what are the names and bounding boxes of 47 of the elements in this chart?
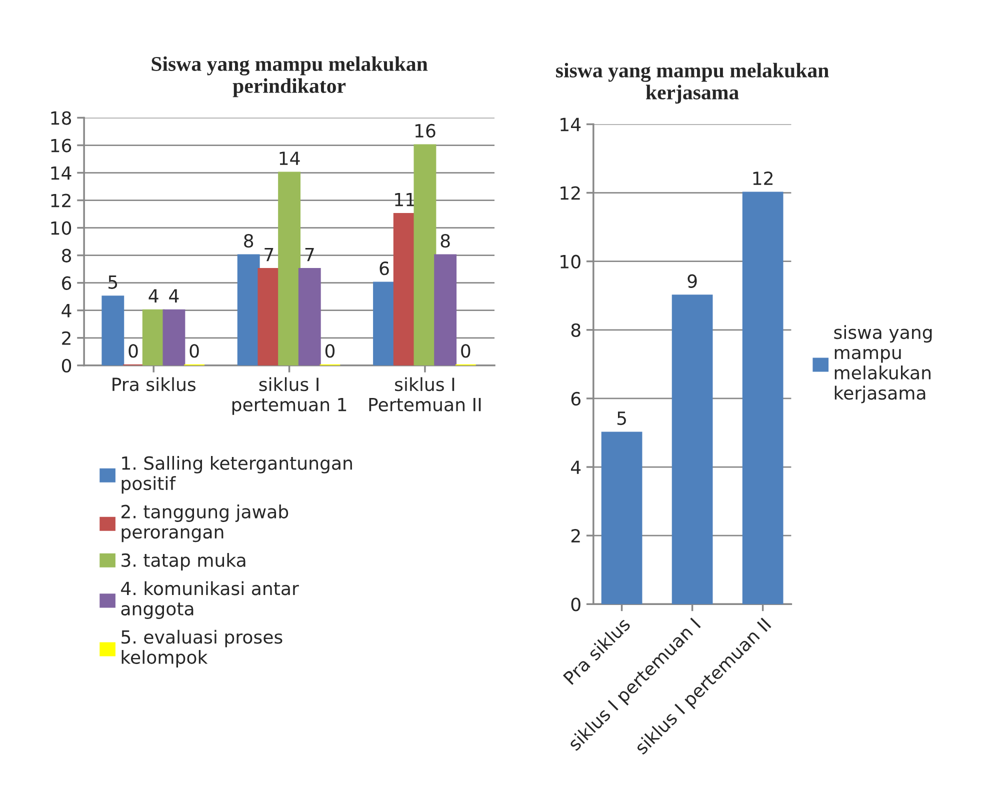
y-tick-label: 2 (571, 529, 580, 542)
y-tick-label: 0 (62, 358, 72, 373)
y-tick-label: 0 (571, 598, 580, 612)
data-label: 0 (461, 344, 470, 358)
x-tick-label: siklus I pertemuan 1 (232, 377, 346, 415)
data-label: 4 (148, 289, 158, 302)
y-tick-label: 6 (571, 392, 580, 406)
data-label: 5 (617, 412, 626, 426)
y-tick-label: 16 (51, 138, 72, 152)
data-label: 16 (415, 124, 436, 138)
y-tick-label: 2 (62, 331, 70, 345)
y-tick-label: 8 (62, 248, 72, 262)
chart-title: Siswa yang mampu melakukan perindikator (152, 56, 428, 98)
y-tick-label: 10 (51, 221, 72, 235)
y-tick-label: 12 (560, 186, 580, 200)
data-label: 11 (395, 192, 414, 206)
y-tick-label: 12 (51, 194, 70, 208)
legend-label: 3. tatap muka (122, 553, 246, 570)
data-label: 8 (440, 234, 450, 248)
data-label: 0 (325, 344, 335, 358)
legend-label: siswa yang mampu melakukan kerjasama (834, 325, 932, 404)
y-tick-label: 4 (62, 304, 72, 318)
data-label: 5 (108, 276, 118, 289)
data-label: 9 (688, 274, 697, 288)
data-label: 4 (169, 289, 179, 302)
data-label: 8 (244, 234, 254, 248)
chart-title: siswa yang mampu melakukan kerjasama (556, 62, 829, 104)
legend-label: 2. tanggung jawab perorangan (122, 504, 288, 542)
data-label: 0 (128, 344, 138, 358)
data-label: 12 (753, 171, 772, 185)
data-label: 0 (190, 344, 199, 358)
data-label: 7 (264, 248, 274, 262)
data-label: 14 (280, 152, 300, 165)
y-tick-label: 8 (571, 323, 580, 338)
data-label: 7 (305, 248, 314, 262)
data-label: 6 (380, 262, 389, 276)
y-tick-label: 4 (570, 460, 581, 474)
legend-label: 4. komunikasi antar anggota (121, 581, 299, 619)
x-tick-label: siklus I Pertemuan II (369, 377, 481, 412)
y-tick-label: 14 (560, 118, 581, 132)
y-tick-label: 10 (560, 254, 580, 268)
y-tick-label: 18 (51, 111, 72, 125)
legend-label: 1. Salling ketergantungan positif (122, 456, 352, 494)
y-tick-label: 14 (51, 166, 72, 180)
x-tick-label: Pra siklus (112, 377, 196, 392)
legend-label: 5. evaluasi proses kelompok (122, 630, 282, 668)
y-tick-label: 6 (62, 276, 72, 290)
